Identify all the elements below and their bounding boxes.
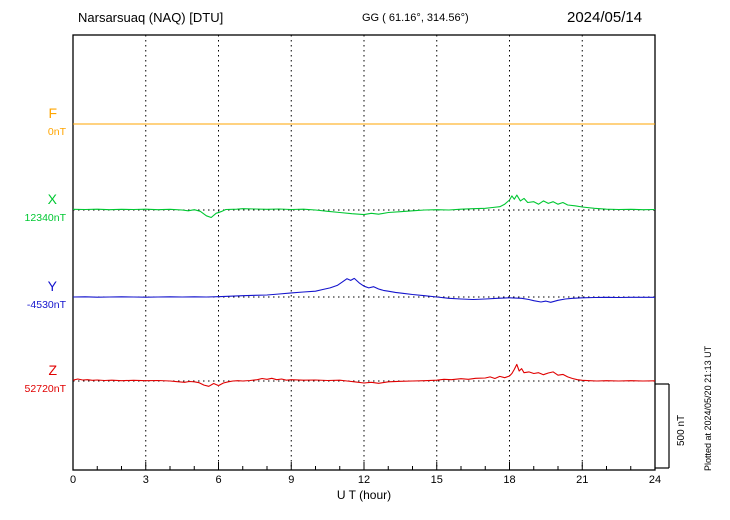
x-tick-label-18: 18 — [503, 474, 516, 486]
x-tick-label-9: 9 — [288, 474, 295, 486]
plot-date: 2024/05/14 — [567, 9, 643, 26]
x-tick-label-0: 0 — [69, 474, 77, 486]
x-tick-label-6: 6 — [215, 474, 222, 486]
gg-coordinates: GG ( 61.16°, 314.56°) — [362, 12, 469, 24]
trace-Z — [72, 363, 656, 387]
component-baseline-value-F: 0nT — [47, 126, 66, 138]
plotted-at-note: Plotted at 2024/05/20 21:13 UT — [703, 345, 713, 471]
trace-Y — [72, 277, 655, 303]
component-label-F: F — [48, 105, 57, 121]
x-tick-label-24: 24 — [648, 474, 662, 486]
station-title: Narsarsuaq (NAQ) [DTU] — [78, 10, 224, 25]
component-baseline-value-X: 12340nT — [24, 212, 66, 224]
component-baseline-value-Z: 52720nT — [24, 383, 66, 395]
x-tick-label-15: 15 — [430, 474, 443, 486]
component-label-X: X — [47, 191, 57, 207]
x-axis-label: U T (hour) — [336, 488, 392, 502]
component-baseline-value-Y: -4530nT — [26, 299, 66, 311]
component-label-Y: Y — [47, 278, 57, 294]
component-label-Z: Z — [48, 362, 57, 378]
scale-bar-label: 500 nT — [676, 414, 687, 446]
x-tick-label-3: 3 — [142, 474, 149, 486]
x-tick-label-21: 21 — [576, 474, 589, 486]
trace-X — [72, 194, 656, 219]
x-tick-label-12: 12 — [357, 474, 371, 486]
